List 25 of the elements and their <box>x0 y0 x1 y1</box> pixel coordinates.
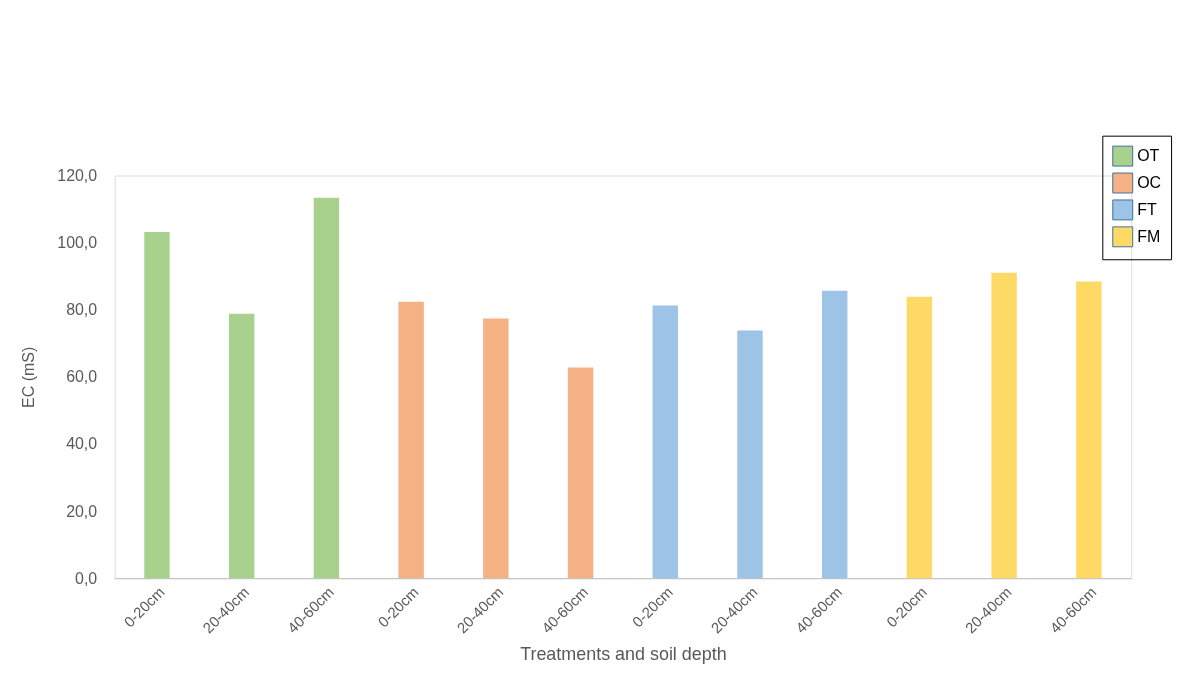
bar <box>144 231 170 579</box>
legend-label: OC <box>1137 173 1162 191</box>
bar <box>652 305 678 579</box>
y-tick-label: 40,0 <box>66 435 98 453</box>
y-tick-label: 60,0 <box>66 368 98 386</box>
legend-label: FM <box>1137 227 1161 245</box>
y-tick-label: 80,0 <box>66 301 98 319</box>
bar <box>228 313 255 579</box>
y-tick-label: 0,0 <box>75 569 98 587</box>
bar <box>313 197 340 579</box>
bar <box>821 290 848 579</box>
y-tick-label: 20,0 <box>66 502 98 520</box>
bar <box>567 367 594 579</box>
bar <box>398 301 424 579</box>
bar <box>483 318 509 579</box>
bar <box>1076 281 1102 579</box>
bar <box>991 272 1017 579</box>
bar <box>906 296 933 579</box>
legend-label: FT <box>1137 200 1157 218</box>
y-axis-title: EC (mS) <box>20 346 38 408</box>
y-tick-label: 100,0 <box>57 234 98 252</box>
y-tick-label: 120,0 <box>57 167 98 185</box>
legend-label: OT <box>1137 147 1160 165</box>
bar <box>737 330 763 579</box>
x-axis-title: Treatments and soil depth <box>520 644 727 665</box>
